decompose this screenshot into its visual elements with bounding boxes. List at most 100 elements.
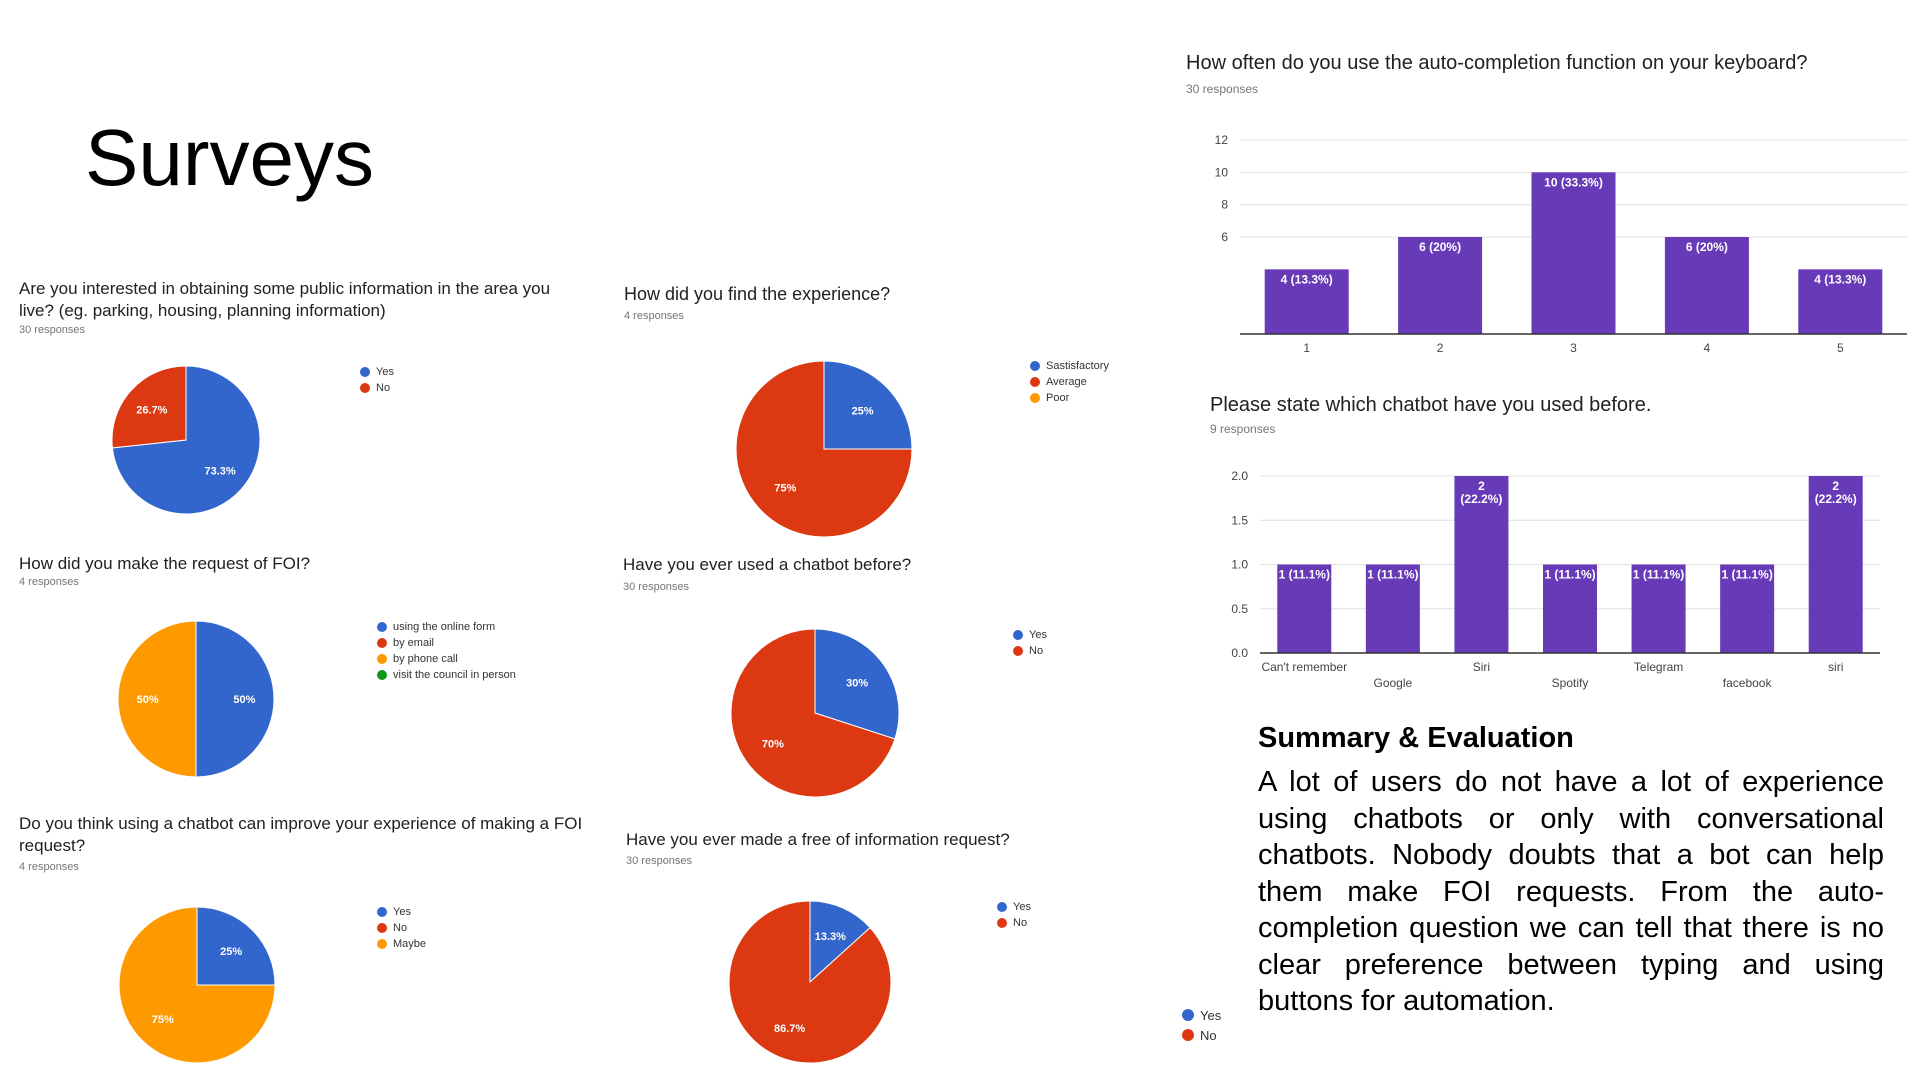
y-tick-label: 8 bbox=[1221, 198, 1228, 212]
slice-label: 25% bbox=[852, 405, 874, 417]
legend-item: No bbox=[377, 920, 426, 936]
legend-swatch bbox=[1182, 1009, 1194, 1021]
legend-swatch bbox=[1013, 646, 1023, 656]
x-tick-label: 1 bbox=[1303, 341, 1310, 355]
bar bbox=[1277, 564, 1332, 653]
x-tick-label: 2 bbox=[1437, 341, 1444, 355]
legend-swatch bbox=[377, 638, 387, 648]
slice-label: 73.3% bbox=[205, 466, 236, 478]
pie-slice bbox=[111, 365, 187, 449]
chart-legend: Yes No bbox=[997, 899, 1031, 931]
chart-responses: 30 responses bbox=[19, 324, 86, 336]
y-tick-label: 1.5 bbox=[1231, 513, 1248, 527]
extra-legend: Yes No bbox=[1182, 1005, 1221, 1045]
pie-slice bbox=[728, 900, 892, 1064]
chart-title: How did you find the experience? bbox=[624, 284, 891, 304]
slice-label: 75% bbox=[774, 483, 796, 495]
legend-swatch bbox=[360, 367, 370, 377]
y-tick-label: 1.0 bbox=[1231, 558, 1248, 572]
chart-title: Do you think using a chatbot can improve… bbox=[19, 814, 583, 856]
legend-item: Average bbox=[1030, 374, 1109, 390]
legend-swatch bbox=[360, 383, 370, 393]
legend-item: No bbox=[1182, 1025, 1221, 1045]
bar-svg: 6 8 10 12 4 (13.3%) 1 6 (20%) 2 10 (33.3%) 3 6 (20… bbox=[1215, 133, 1907, 355]
legend-label: No bbox=[376, 382, 391, 394]
legend-item: No bbox=[1013, 643, 1047, 659]
legend-item: visit the council in person bbox=[377, 667, 516, 683]
bar bbox=[1631, 564, 1686, 653]
legend-swatch bbox=[377, 907, 387, 917]
bar-label: 1 (11.1%) bbox=[1367, 568, 1418, 582]
legend-swatch bbox=[1030, 393, 1040, 403]
bar-label: 2 bbox=[1832, 479, 1839, 493]
bar bbox=[1543, 564, 1597, 653]
legend-swatch bbox=[1182, 1029, 1194, 1041]
legend-label: Yes bbox=[1029, 629, 1047, 641]
pie-slice bbox=[117, 620, 197, 778]
bar bbox=[1365, 564, 1420, 653]
legend-item: Maybe bbox=[377, 936, 426, 952]
pie-slice bbox=[809, 900, 871, 984]
slice-label: 30% bbox=[846, 677, 868, 689]
bar-label: 6 (20%) bbox=[1419, 240, 1461, 254]
chart-responses: 9 responses bbox=[1210, 422, 1276, 436]
chart-title: Have you ever made a free of information… bbox=[626, 830, 1010, 849]
summary-text: A lot of users do not have a lot of expe… bbox=[1258, 766, 1884, 1017]
legend-swatch bbox=[1030, 361, 1040, 371]
slice-label: 86.7% bbox=[774, 1023, 805, 1035]
bar-label: 4 (13.3%) bbox=[1281, 272, 1333, 286]
x-tick-label: Can't remember bbox=[1261, 660, 1347, 674]
legend-item: by phone call bbox=[377, 651, 516, 667]
pie-slice bbox=[196, 906, 276, 986]
legend-item: Yes bbox=[1182, 1005, 1221, 1025]
x-tick-label: 4 bbox=[1704, 341, 1711, 355]
legend-label: by phone call bbox=[393, 653, 458, 665]
chart-title: Have you ever used a chatbot before? bbox=[623, 555, 912, 574]
bar-svg: 0.0 0.5 1.0 1.5 2.0 1 (11.1%) Can't remember 1 … bbox=[1231, 469, 1880, 690]
x-tick-label: siri bbox=[1828, 660, 1843, 674]
legend-label: Maybe bbox=[393, 938, 427, 950]
bar bbox=[1664, 237, 1749, 334]
bar bbox=[1720, 564, 1775, 653]
bar-label: 10 (33.3%) bbox=[1544, 175, 1603, 189]
legend-label: No bbox=[393, 922, 408, 934]
chart-responses: 30 responses bbox=[623, 581, 690, 593]
x-tick-label: Spotify bbox=[1552, 676, 1589, 690]
x-tick-label: facebook bbox=[1723, 676, 1773, 690]
legend-item: using the online form bbox=[377, 619, 516, 635]
bar-label: (22.2%) bbox=[1815, 492, 1857, 506]
legend-label: No bbox=[1029, 645, 1044, 657]
pie-slice bbox=[118, 906, 276, 1064]
legend-item: No bbox=[997, 915, 1031, 931]
slice-label: 26.7% bbox=[136, 404, 167, 416]
legend-label: Yes bbox=[376, 366, 394, 378]
pie-slice bbox=[195, 620, 275, 778]
legend-label: visit the council in person bbox=[393, 669, 516, 681]
legend-item: Yes bbox=[360, 364, 394, 380]
legend-swatch bbox=[377, 923, 387, 933]
slice-label: 50% bbox=[137, 694, 159, 706]
legend-item: Sastisfactory bbox=[1030, 358, 1109, 374]
bar bbox=[1398, 237, 1483, 334]
legend-label: by email bbox=[393, 637, 434, 649]
legend-swatch bbox=[377, 939, 387, 949]
legend-swatch bbox=[1013, 630, 1023, 640]
legend-label: Poor bbox=[1046, 392, 1070, 404]
pie-svg: 25% 75% bbox=[118, 906, 276, 1064]
chart-responses: 30 responses bbox=[1186, 82, 1259, 96]
slide-title: Surveys bbox=[85, 113, 374, 202]
pie-slice bbox=[730, 628, 896, 798]
bar-label: 1 (11.1%) bbox=[1279, 568, 1330, 582]
legend-swatch bbox=[377, 622, 387, 632]
legend-label: Average bbox=[1046, 376, 1087, 388]
bar bbox=[1531, 172, 1616, 334]
y-tick-label: 0.5 bbox=[1231, 602, 1248, 616]
bar bbox=[1798, 269, 1883, 334]
bar-label: 1 (11.1%) bbox=[1721, 568, 1772, 582]
y-tick-label: 0.0 bbox=[1231, 646, 1248, 660]
bar-label: 6 (20%) bbox=[1686, 240, 1728, 254]
slice-label: 13.3% bbox=[815, 931, 846, 943]
legend-item: Yes bbox=[1013, 627, 1047, 643]
bar-label: 1 (11.1%) bbox=[1544, 568, 1595, 582]
legend-swatch bbox=[1030, 377, 1040, 387]
